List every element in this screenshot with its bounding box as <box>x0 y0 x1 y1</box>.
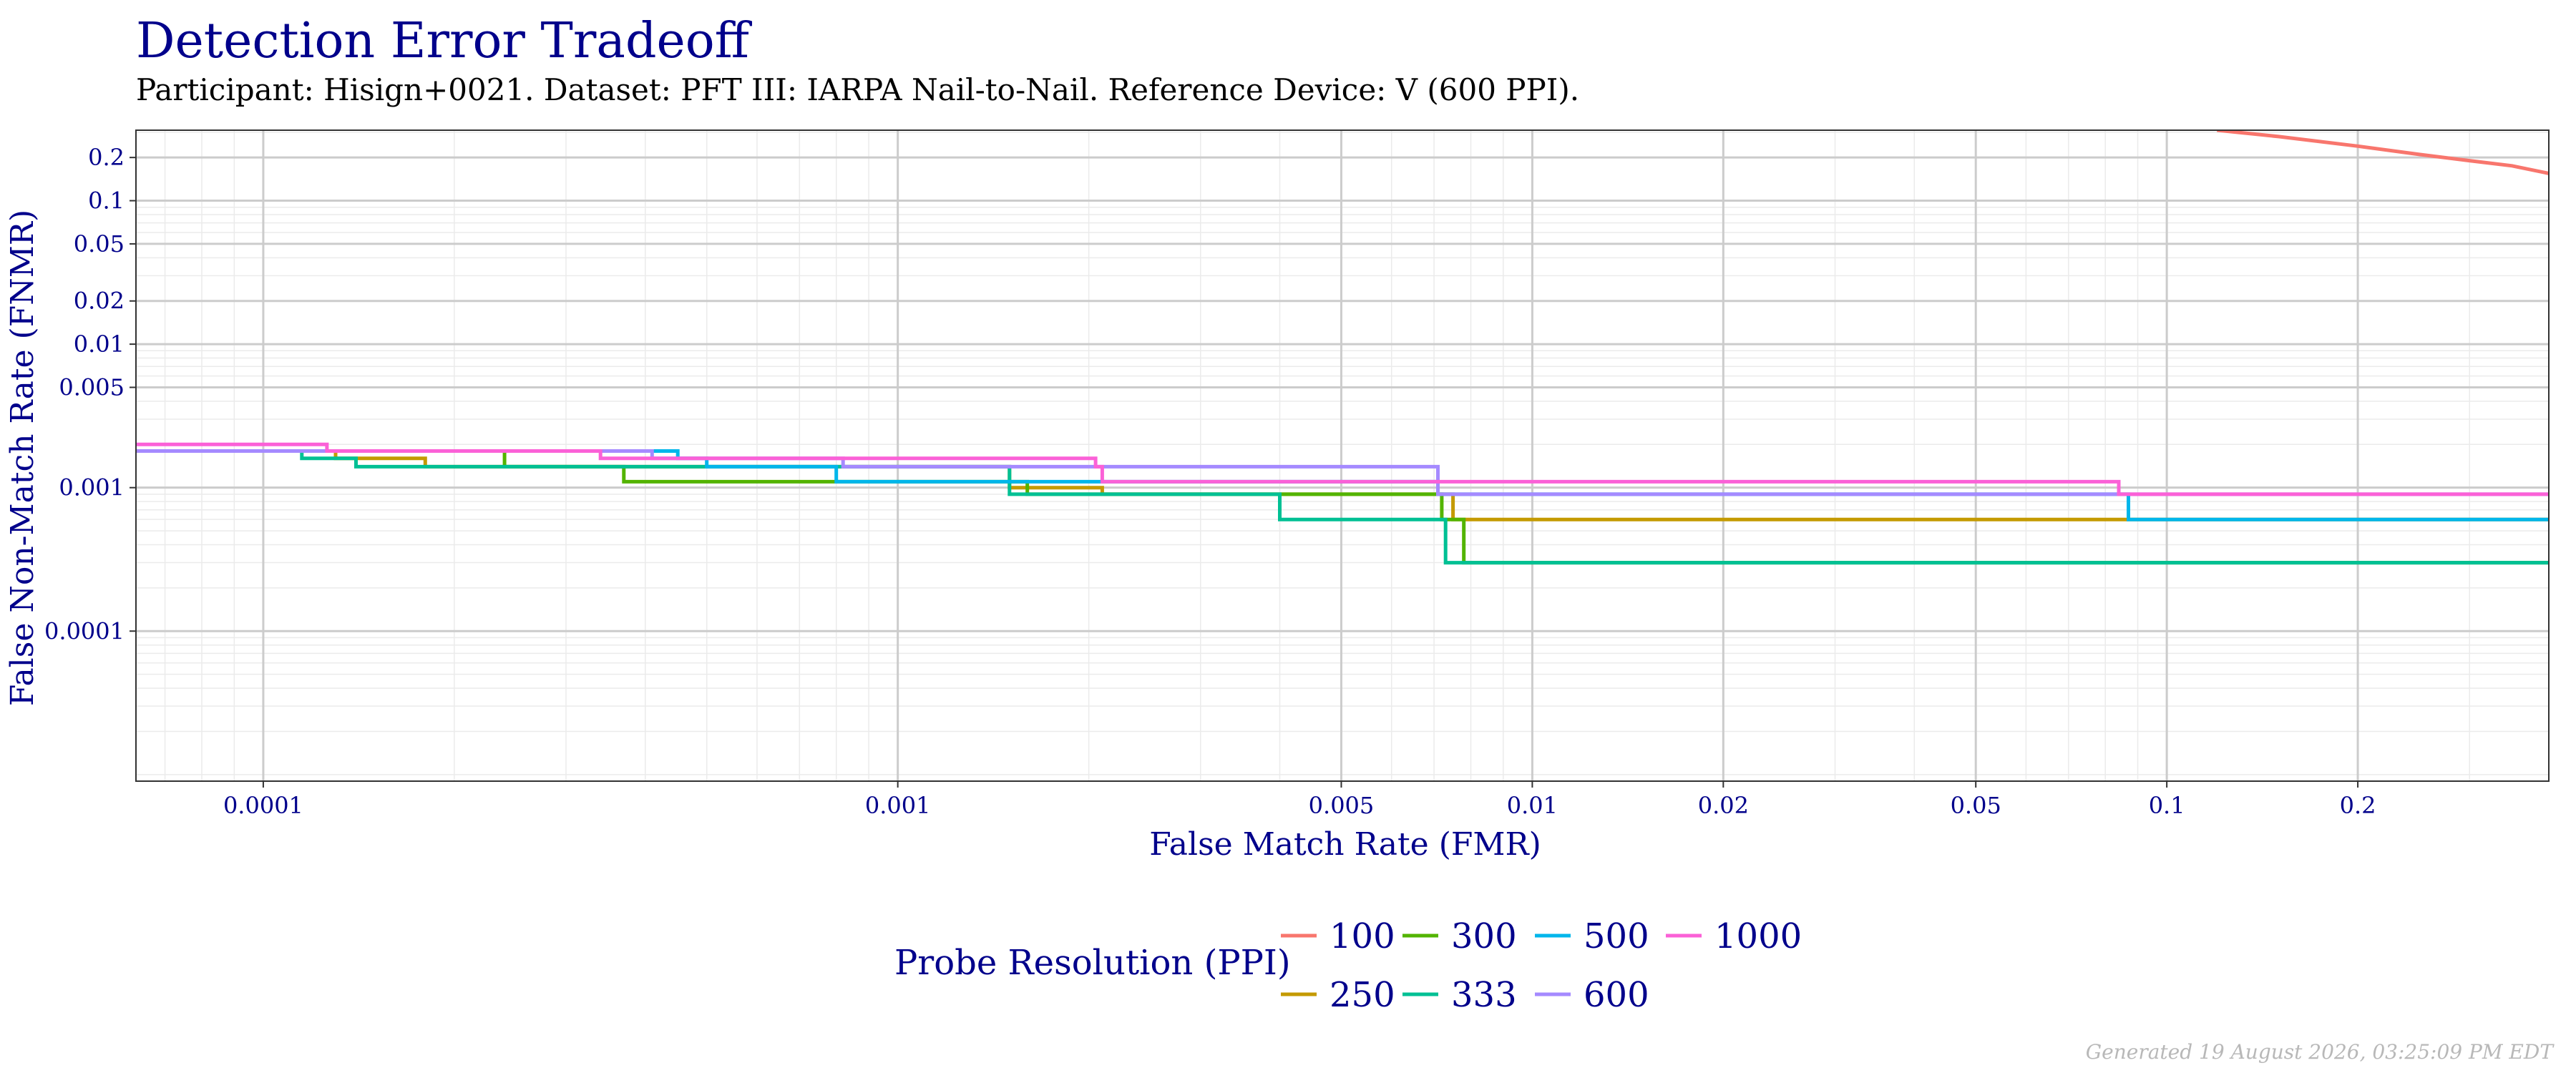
x-tick-label: 0.2 <box>2340 792 2376 819</box>
y-tick-label: 0.05 <box>74 230 125 258</box>
y-tick-label: 0.005 <box>59 373 125 401</box>
x-tick-label: 0.0001 <box>223 792 303 819</box>
series-line-300 <box>136 449 2549 565</box>
series-line-600 <box>136 449 2549 496</box>
legend-label-1000: 1000 <box>1714 916 1802 956</box>
x-tick-label: 0.01 <box>1507 792 1558 819</box>
x-tick-label: 0.001 <box>865 792 931 819</box>
y-axis-ticks: 0.0001 0.001 0.005 0.01 0.02 0.05 0.1 0.2 <box>44 144 136 645</box>
plot-frame <box>135 129 2550 782</box>
legend: Probe Resolution (PPI) 100 250 300 333 500 60… <box>894 916 1802 1015</box>
series-line-100 <box>2217 130 2549 175</box>
series-line-250 <box>136 449 2549 521</box>
y-tick-label: 0.001 <box>59 474 125 501</box>
plot-series <box>136 130 2549 565</box>
legend-label-100: 100 <box>1330 916 1395 956</box>
x-tick-label: 0.02 <box>1698 792 1749 819</box>
plot-grid <box>136 130 2550 782</box>
legend-label-250: 250 <box>1330 975 1395 1015</box>
legend-title: Probe Resolution (PPI) <box>894 943 1291 983</box>
series-line-1000 <box>136 442 2549 496</box>
y-axis-title: False Non-Match Rate (FNMR) <box>4 210 41 706</box>
y-tick-label: 0.02 <box>74 288 125 315</box>
y-tick-label: 0.2 <box>88 144 125 171</box>
legend-label-333: 333 <box>1451 975 1517 1015</box>
legend-label-500: 500 <box>1584 916 1649 956</box>
y-tick-label: 0.0001 <box>44 617 125 645</box>
x-tick-label: 0.005 <box>1309 792 1375 819</box>
series-line-500 <box>136 449 2549 521</box>
legend-label-300: 300 <box>1451 916 1517 956</box>
x-axis-ticks: 0.0001 0.001 0.005 0.01 0.02 0.05 0.1 0.2 <box>223 781 2376 819</box>
y-tick-label: 0.01 <box>74 330 125 358</box>
chart-subtitle: Participant: Hisign+0021. Dataset: PFT I… <box>136 72 1579 107</box>
x-axis-title: False Match Rate (FMR) <box>1149 826 1541 863</box>
x-tick-label: 0.05 <box>1951 792 2001 819</box>
x-tick-label: 0.1 <box>2149 792 2185 819</box>
chart-title: Detection Error Tradeoff <box>136 13 753 69</box>
generated-timestamp: Generated 19 August 2026, 03:25:09 PM ED… <box>2086 1040 2555 1064</box>
legend-label-600: 600 <box>1584 975 1649 1015</box>
y-tick-label: 0.1 <box>88 187 125 215</box>
